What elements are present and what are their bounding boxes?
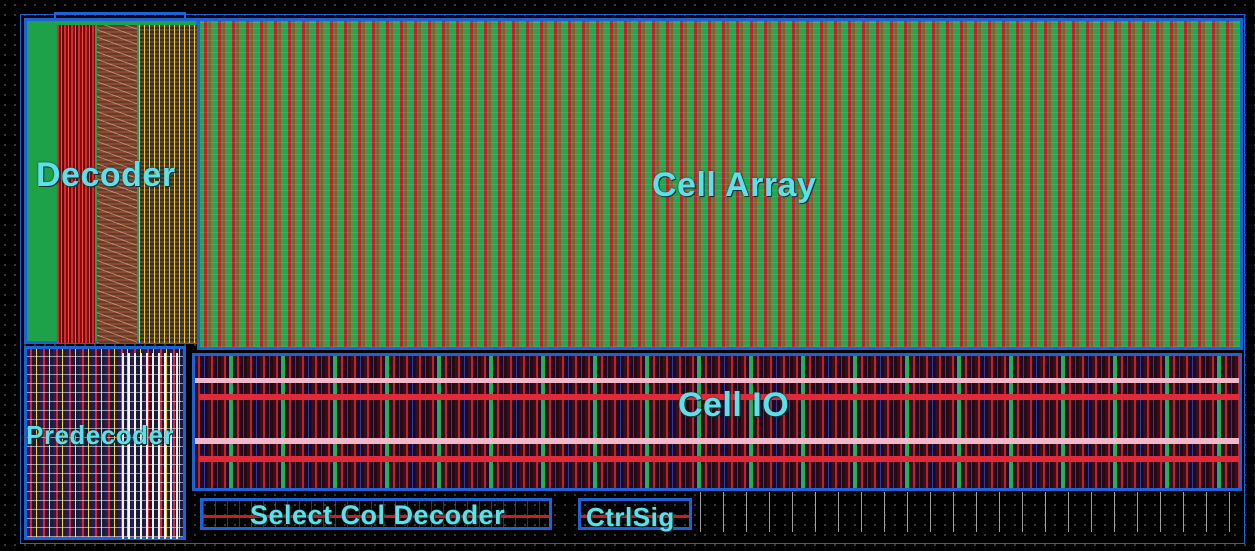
decoder-block[interactable]: [24, 18, 199, 344]
cell-io-rail-top: [199, 394, 1239, 400]
decoder-top-outline: [54, 12, 186, 20]
select-col-decoder-block[interactable]: [200, 498, 552, 530]
bottom-routing-lines: [700, 492, 1242, 532]
cell-array-label: Cell Array: [652, 166, 817, 204]
ctrl-sig-label: CtrlSig: [586, 502, 675, 532]
select-col-decoder-label: Select Col Decoder: [250, 500, 506, 530]
ctrl-sig-block[interactable]: [578, 498, 692, 530]
chip-boundary: [20, 14, 1245, 544]
decoder-driver-yellow: [139, 25, 197, 343]
cell-io-rail-bottom: [199, 456, 1239, 462]
decoder-label: Decoder: [36, 156, 176, 194]
predecoder-wires: [122, 353, 182, 539]
cell-array-block[interactable]: [197, 18, 1243, 350]
decoder-driver-brown: [97, 25, 137, 343]
cell-io-block[interactable]: [192, 353, 1242, 491]
cell-io-label: Cell IO: [678, 386, 790, 424]
predecoder-label: Predecoder: [26, 420, 175, 450]
predecoder-block[interactable]: [24, 346, 186, 540]
decoder-driver-red: [57, 25, 95, 343]
